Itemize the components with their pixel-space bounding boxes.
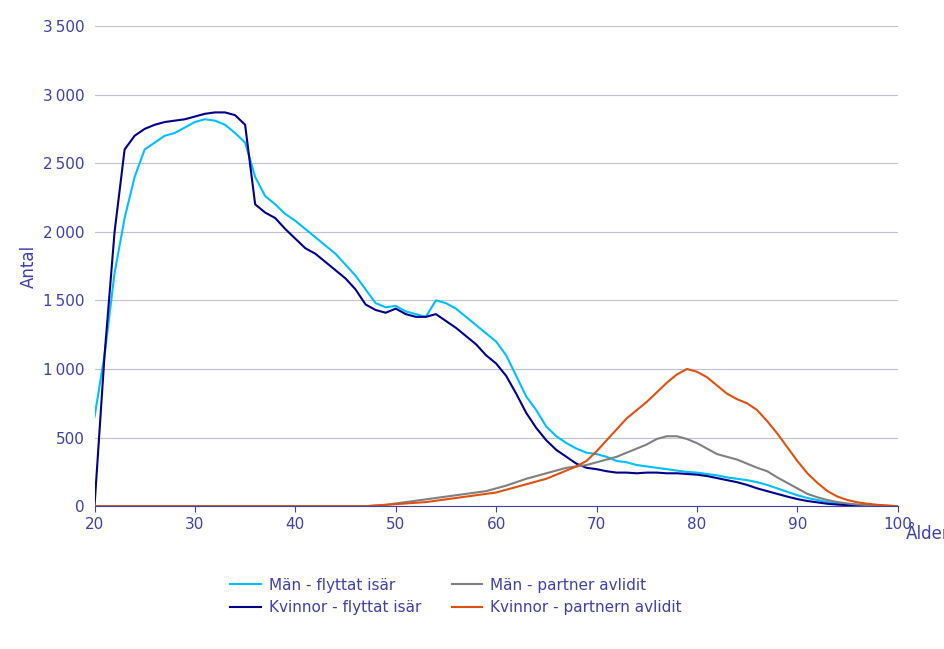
- Män - flyttat isär: [821, 498, 833, 506]
- Män - partner avlidit: [530, 472, 541, 480]
- Text: Ålder: Ålder: [904, 526, 944, 543]
- Kvinnor - partnern avlidit: [690, 368, 701, 376]
- Män - flyttat isär: [89, 413, 100, 421]
- Line: Kvinnor - flyttat isär: Kvinnor - flyttat isär: [94, 112, 897, 506]
- Line: Män - partner avlidit: Män - partner avlidit: [94, 436, 897, 506]
- Kvinnor - partnern avlidit: [891, 502, 902, 510]
- Kvinnor - flyttat isär: [821, 500, 833, 508]
- Män - partner avlidit: [590, 458, 601, 466]
- Line: Män - flyttat isär: Män - flyttat isär: [94, 119, 897, 506]
- Män - flyttat isär: [891, 502, 902, 510]
- Män - partner avlidit: [821, 496, 833, 504]
- Kvinnor - flyttat isär: [690, 471, 701, 478]
- Kvinnor - flyttat isär: [891, 502, 902, 510]
- Män - flyttat isär: [540, 422, 551, 430]
- Kvinnor - partnern avlidit: [89, 502, 100, 510]
- Kvinnor - partnern avlidit: [530, 478, 541, 485]
- Män - partner avlidit: [750, 464, 762, 472]
- Kvinnor - flyttat isär: [750, 485, 762, 493]
- Kvinnor - flyttat isär: [791, 495, 802, 503]
- Kvinnor - flyttat isär: [210, 108, 221, 116]
- Kvinnor - flyttat isär: [600, 467, 612, 475]
- Kvinnor - partnern avlidit: [681, 365, 692, 373]
- Y-axis label: Antal: Antal: [20, 245, 38, 288]
- Män - flyttat isär: [750, 478, 762, 486]
- Män - flyttat isär: [791, 491, 802, 499]
- Kvinnor - partnern avlidit: [821, 487, 833, 495]
- Män - partner avlidit: [690, 439, 701, 447]
- Män - flyttat isär: [690, 469, 701, 476]
- Män - partner avlidit: [891, 502, 902, 510]
- Män - partner avlidit: [89, 502, 100, 510]
- Män - flyttat isär: [600, 453, 612, 461]
- Legend: Män - flyttat isär, Kvinnor - flyttat isär, Män - partner avlidit, Kvinnor - par: Män - flyttat isär, Kvinnor - flyttat is…: [224, 572, 687, 621]
- Kvinnor - flyttat isär: [540, 437, 551, 445]
- Kvinnor - partnern avlidit: [750, 406, 762, 414]
- Kvinnor - partnern avlidit: [590, 447, 601, 455]
- Line: Kvinnor - partnern avlidit: Kvinnor - partnern avlidit: [94, 369, 897, 506]
- Män - partner avlidit: [661, 432, 672, 440]
- Män - flyttat isär: [199, 116, 211, 123]
- Kvinnor - partnern avlidit: [791, 457, 802, 465]
- Män - partner avlidit: [791, 485, 802, 493]
- Kvinnor - flyttat isär: [89, 502, 100, 510]
